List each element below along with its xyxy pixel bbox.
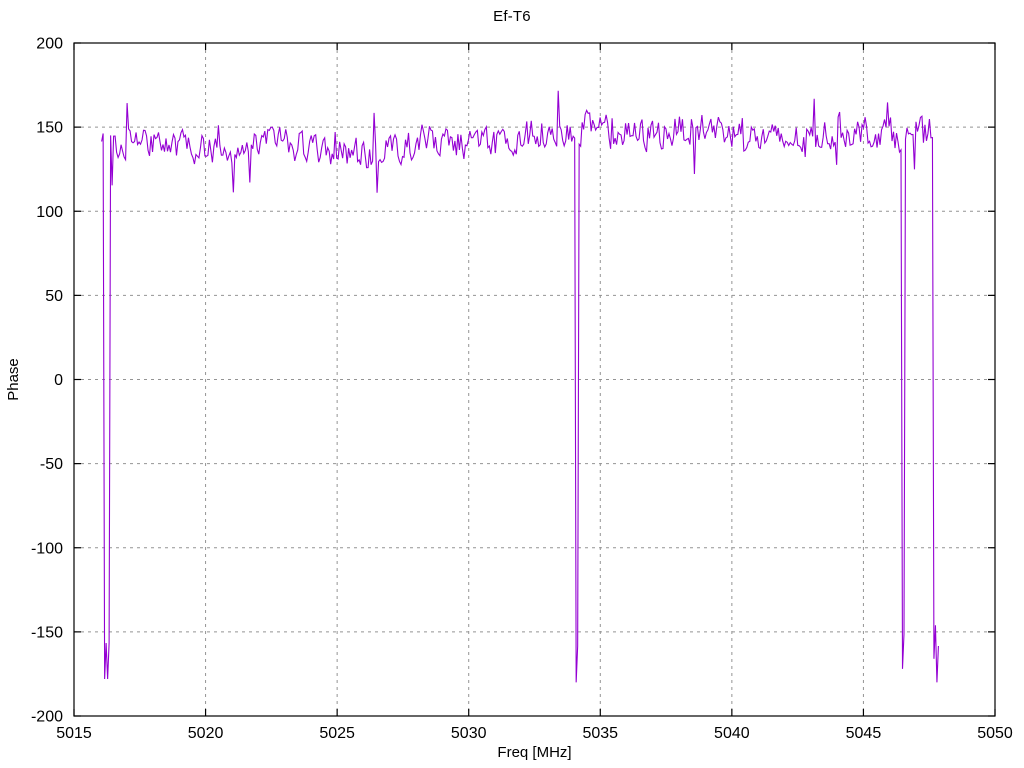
x-tick-label: 5045 <box>846 725 882 742</box>
x-tick-label: 5025 <box>319 725 355 742</box>
y-axis-title: Phase <box>5 358 22 401</box>
x-tick-label: 5040 <box>714 725 750 742</box>
x-axis-title: Freq [MHz] <box>497 744 571 761</box>
x-tick-label: 5020 <box>188 725 224 742</box>
plot-border <box>73 42 996 717</box>
x-tick-label: 5035 <box>582 725 618 742</box>
chart-title: Ef-T6 <box>493 8 531 25</box>
y-tick-label: -200 <box>31 709 63 726</box>
y-tick-label: -50 <box>40 456 63 473</box>
data-series-group <box>101 90 939 683</box>
y-tick-label: -100 <box>31 540 63 557</box>
x-tick-label: 5015 <box>56 725 92 742</box>
gridlines-group <box>74 43 995 716</box>
tick-labels-group: -200 -150 -100 -50 0 50 100 150 200 5015 5020 5025 5… <box>31 36 1013 743</box>
x-tick-label: 5030 <box>451 725 487 742</box>
data-series-line <box>101 90 939 683</box>
y-tick-label: 0 <box>54 372 63 389</box>
y-tick-label: 200 <box>36 36 63 53</box>
x-tick-label: 5050 <box>977 725 1013 742</box>
y-tick-label: 50 <box>45 288 63 305</box>
y-tick-label: -150 <box>31 624 63 641</box>
y-tick-label: 100 <box>36 204 63 221</box>
tick-marks-group <box>73 42 996 717</box>
y-tick-label: 150 <box>36 120 63 137</box>
